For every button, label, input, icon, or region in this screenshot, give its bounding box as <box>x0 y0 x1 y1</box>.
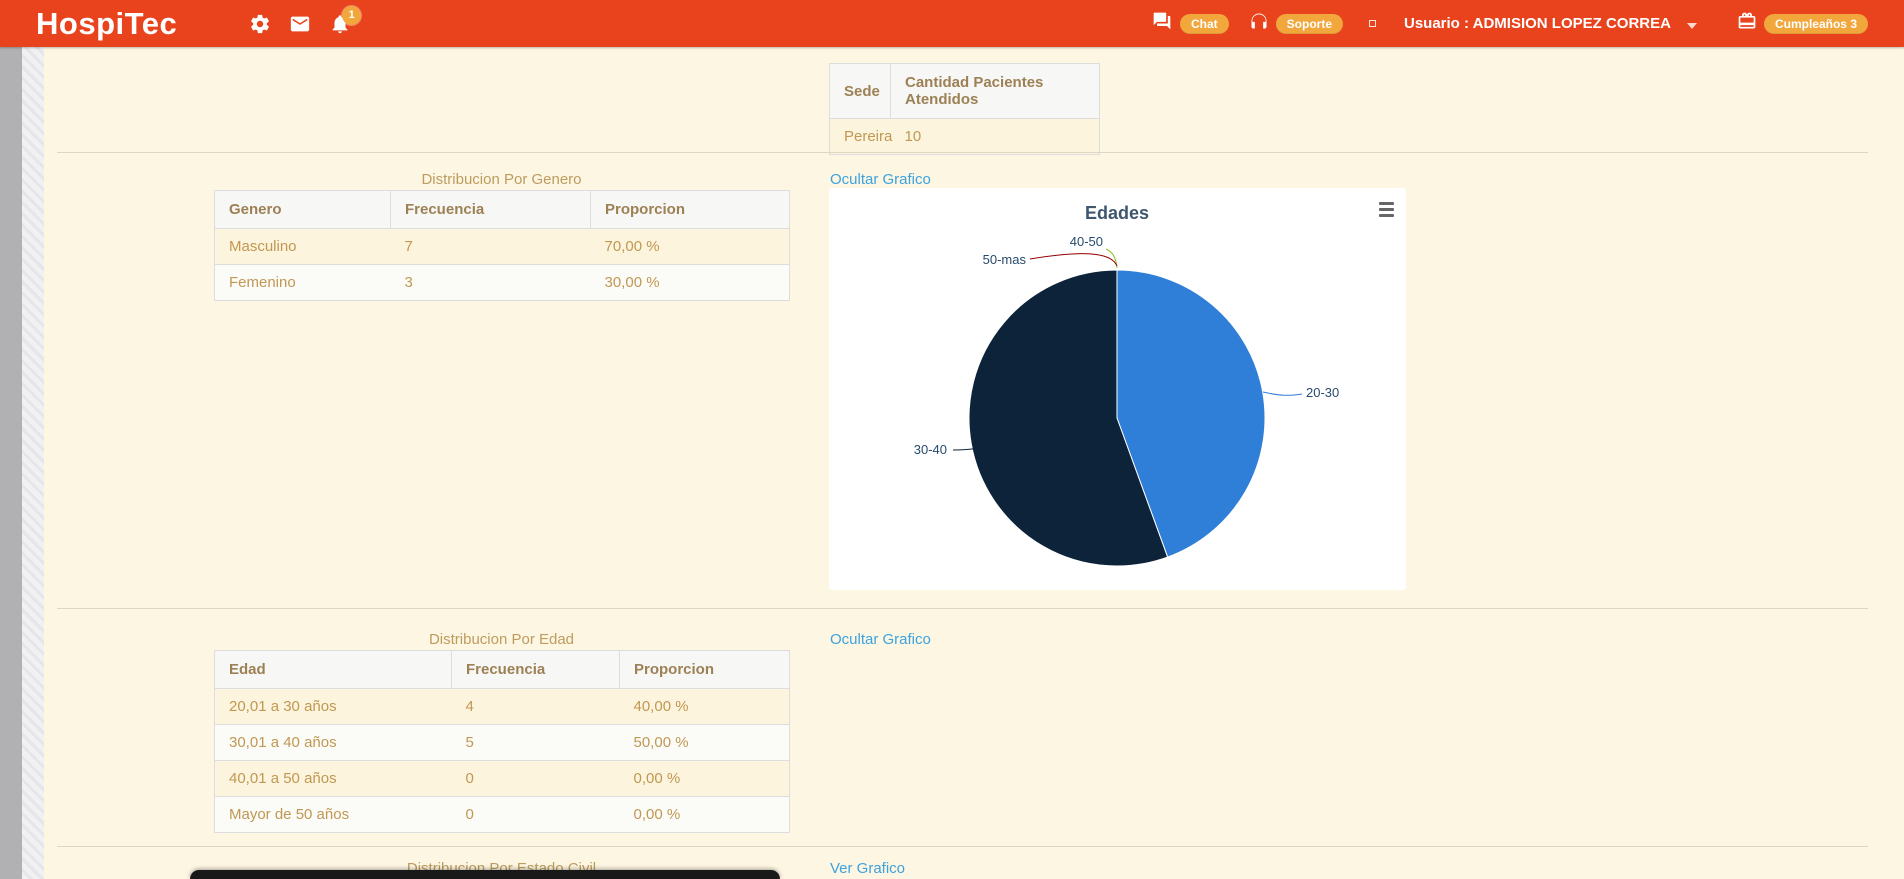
gear-icon[interactable] <box>249 13 271 35</box>
table-row: Masculino 7 70,00 % <box>214 228 790 265</box>
edad-section-title: Distribucion Por Edad <box>428 631 575 648</box>
cell: 40,01 a 50 años <box>214 760 452 797</box>
brand-logo[interactable]: HospiTec <box>36 5 178 41</box>
cell: 40,00 % <box>619 688 790 725</box>
cell: 30,00 % <box>590 264 790 301</box>
sede-col-header: Sede <box>829 63 891 119</box>
table-row: 30,01 a 40 años 5 50,00 % <box>214 724 790 761</box>
estado-civil-toggle-link[interactable]: Ver Grafico <box>830 860 906 877</box>
cell: 20,01 a 30 años <box>214 688 452 725</box>
connector-20-30 <box>1262 391 1303 396</box>
user-menu[interactable]: Usuario : ADMISION LOPEZ CORREA <box>1404 15 1697 32</box>
chat-icon <box>1151 11 1173 36</box>
pie-label-20-30: 20-30 <box>1306 385 1339 400</box>
left-gray-rail <box>0 47 22 879</box>
edad-col-header: Edad <box>214 650 452 689</box>
cell: 0 <box>451 796 620 833</box>
table-row: 40,01 a 50 años 0 0,00 % <box>214 760 790 797</box>
header-right-cluster: Chat Soporte Usuario : ADMISION LOPEZ CO… <box>1151 11 1868 36</box>
edad-table: Edad Frecuencia Proporcion 20,01 a 30 añ… <box>214 650 790 833</box>
cell: 0,00 % <box>619 796 790 833</box>
user-caret-icon <box>1686 22 1697 29</box>
left-hatch-strip <box>22 47 44 879</box>
birthday-pill[interactable]: Cumpleaños 3 <box>1763 13 1868 34</box>
chart-title: Edades <box>1085 203 1149 223</box>
cell: 7 <box>390 228 591 265</box>
notification-badge[interactable]: 1 <box>342 5 362 25</box>
top-navbar: HospiTec 1 Chat Soporte Usuario : A <box>0 0 1904 47</box>
birthday-menu[interactable]: Cumpleaños 3 <box>1737 11 1868 36</box>
soporte-pill[interactable]: Soporte <box>1275 13 1343 34</box>
support-menu[interactable]: Soporte <box>1249 11 1343 36</box>
sede-cell: Pereira <box>829 118 892 155</box>
table-row: 20,01 a 30 años 4 40,00 % <box>214 688 790 725</box>
bell-icon[interactable]: 1 <box>329 5 362 35</box>
frecuencia-col-header: Frecuencia <box>390 190 591 229</box>
genero-toggle-link[interactable]: Ocultar Grafico <box>830 171 931 188</box>
frecuencia-col-header: Frecuencia <box>451 650 620 689</box>
pie-label-50-mas: 50-mas <box>983 252 1027 267</box>
pie-slice-20-30[interactable] <box>1116 269 1266 558</box>
edades-pie-chart: Edades 20-30 30-40 40-50 50-mas <box>914 203 1339 567</box>
cell: Mayor de 50 años <box>214 796 452 833</box>
edad-toggle-link[interactable]: Ocultar Grafico <box>830 631 931 648</box>
bottom-overlay-bar <box>190 870 780 879</box>
section-divider <box>57 608 1868 609</box>
cell: 30,01 a 40 años <box>214 724 452 761</box>
genero-col-header: Genero <box>214 190 391 229</box>
section-divider <box>57 846 1868 847</box>
cell: 4 <box>451 688 620 725</box>
gift-icon <box>1737 11 1757 36</box>
cantidad-cell: 10 <box>890 118 1100 155</box>
sede-table: Sede Cantidad Pacientes Atendidos Pereir… <box>829 63 1100 155</box>
cell: Masculino <box>214 228 391 265</box>
cell: 50,00 % <box>619 724 790 761</box>
pie-slices <box>968 269 1266 567</box>
pie-label-40-50: 40-50 <box>1070 234 1103 249</box>
pie-label-30-40: 30-40 <box>914 442 947 457</box>
edades-chart-panel: Edades 20-30 30-40 40-50 50-mas <box>829 188 1406 590</box>
chart-menu-icon[interactable] <box>1379 202 1394 217</box>
genero-section-title: Distribucion Por Genero <box>421 171 582 188</box>
cell: 0,00 % <box>619 760 790 797</box>
placeholder-glyph <box>1369 20 1376 27</box>
header-icon-group: 1 <box>249 5 362 35</box>
headphones-icon <box>1249 11 1269 36</box>
cantidad-col-header: Cantidad Pacientes Atendidos <box>890 63 1100 119</box>
user-label: Usuario : ADMISION LOPEZ CORREA <box>1404 15 1671 32</box>
proporcion-col-header: Proporcion <box>590 190 790 229</box>
section-divider <box>57 152 1868 153</box>
proporcion-col-header: Proporcion <box>619 650 790 689</box>
connector-50-mas <box>1029 253 1118 267</box>
cell: 70,00 % <box>590 228 790 265</box>
connector-40-50 <box>1105 248 1118 269</box>
genero-table: Genero Frecuencia Proporcion Masculino 7… <box>214 190 790 301</box>
connector-30-40 <box>952 439 1016 451</box>
chat-menu[interactable]: Chat <box>1151 11 1229 36</box>
cell: Femenino <box>214 264 391 301</box>
cell: 5 <box>451 724 620 761</box>
chat-pill[interactable]: Chat <box>1179 13 1229 34</box>
main-content: Sede Cantidad Pacientes Atendidos Pereir… <box>44 47 1904 879</box>
table-row: Mayor de 50 años 0 0,00 % <box>214 796 790 833</box>
table-row: Femenino 3 30,00 % <box>214 264 790 301</box>
mail-icon[interactable] <box>288 13 312 35</box>
pie-slice-30-40[interactable] <box>968 269 1169 567</box>
cell: 0 <box>451 760 620 797</box>
table-row: Pereira 10 <box>829 118 1100 155</box>
cell: 3 <box>390 264 591 301</box>
